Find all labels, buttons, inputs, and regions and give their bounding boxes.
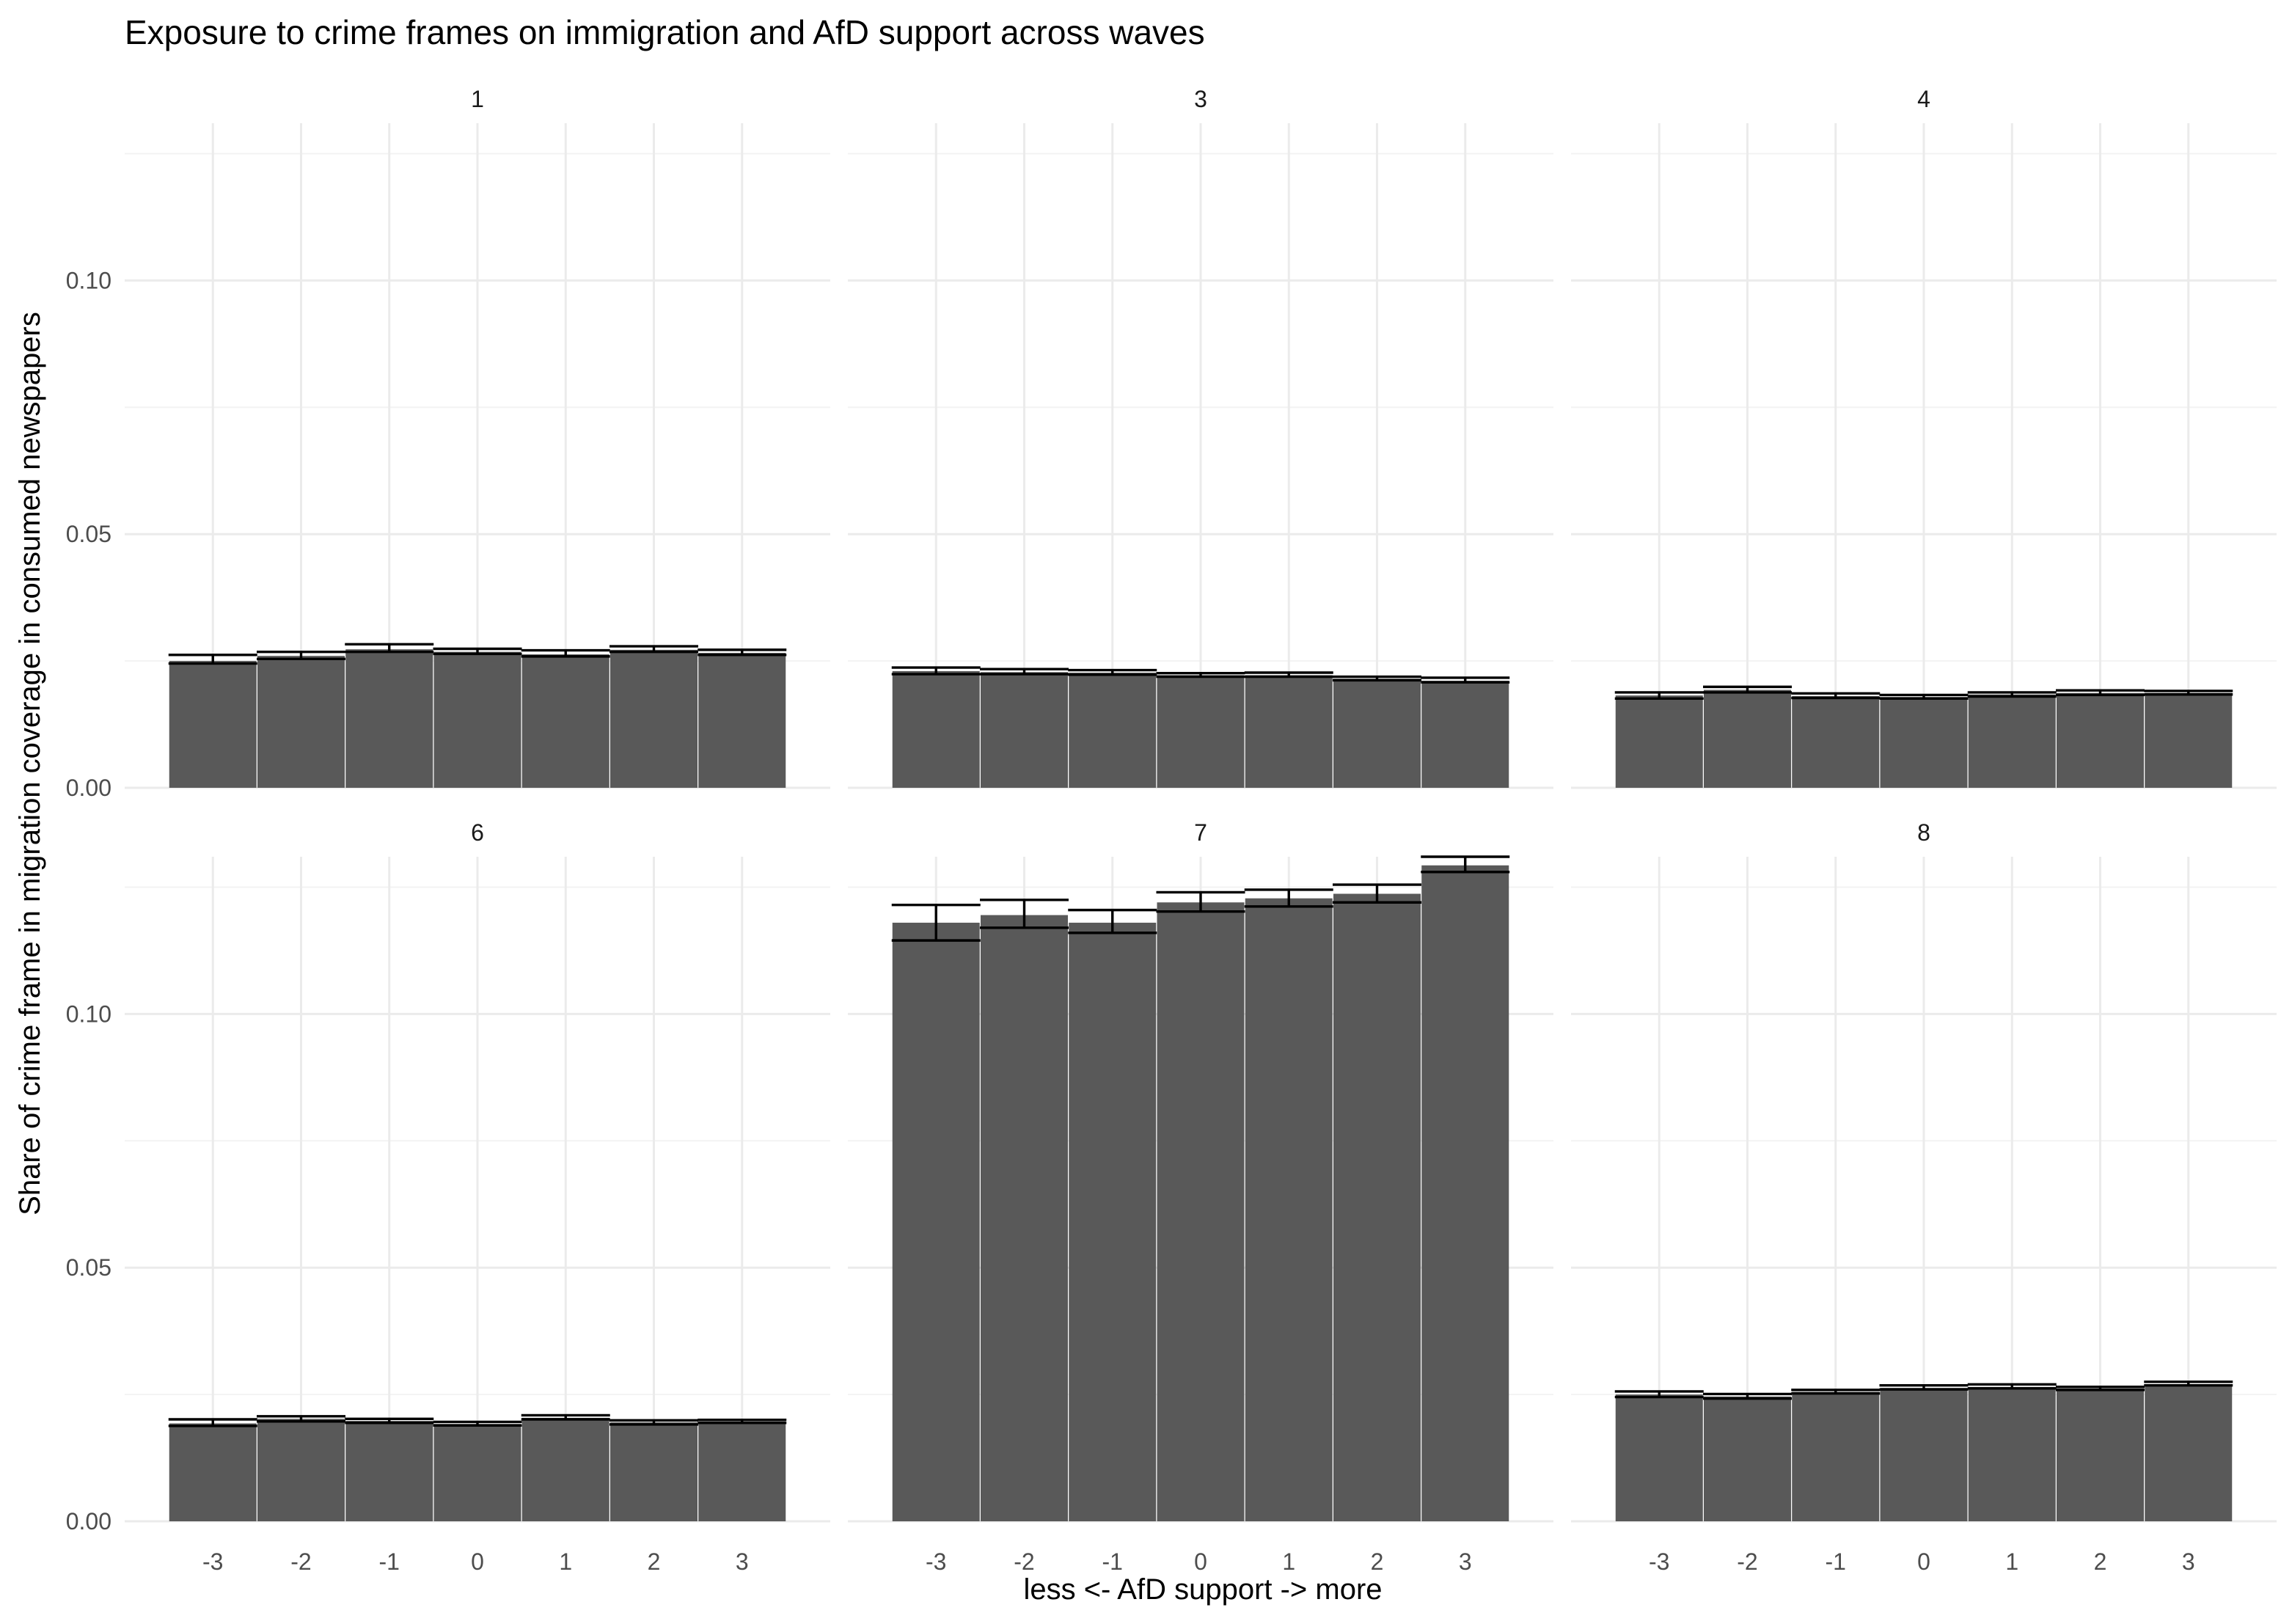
y-tick-label: 0.05 [66,1254,111,1281]
x-tick-label: -2 [1737,1548,1757,1575]
y-tick-label: 0.00 [66,775,111,801]
bar [1333,893,1421,1521]
y-tick-label: 0.05 [66,521,111,547]
y-tick-label: 0.00 [66,1508,111,1535]
bar [610,649,698,788]
bar [1421,865,1509,1521]
bar [1615,695,1703,788]
bar [521,654,609,788]
bar [698,1421,786,1521]
bar [1704,690,1791,788]
x-tick-label: 2 [2094,1548,2107,1575]
x-tick-label: -2 [290,1548,311,1575]
y-tick-label: 0.10 [66,1001,111,1027]
bar [345,1421,433,1521]
bar [1333,679,1421,788]
bar [2145,1384,2233,1521]
bar [1704,1396,1791,1521]
x-tick-label: -1 [1826,1548,1846,1575]
chart-title: Exposure to crime frames on immigration … [125,13,1205,51]
x-tick-label: 1 [1282,1548,1295,1575]
facet-strip-label: 1 [471,86,484,112]
bar [257,1419,345,1521]
bar [1880,1388,1968,1521]
x-tick-label: 0 [1194,1548,1207,1575]
bar [169,661,257,788]
bar [521,1417,609,1521]
bar [1157,902,1245,1521]
bar [892,670,980,788]
bar [433,651,521,788]
bar [698,653,786,788]
x-tick-label: 2 [1371,1548,1384,1575]
bar [169,1423,257,1521]
bar [1968,694,2056,788]
bar [1421,681,1509,788]
facet-strip-label: 3 [1194,86,1207,112]
bar [1069,673,1157,788]
bar [1245,898,1333,1521]
bar [1792,695,1880,788]
x-tick-label: -3 [202,1548,223,1575]
bar [2057,692,2144,788]
bar [981,672,1068,788]
bar [892,922,980,1521]
bar [1245,675,1333,788]
bar [1157,675,1245,788]
facet-strip-label: 7 [1194,819,1207,846]
x-tick-label: 1 [559,1548,572,1575]
x-tick-label: -1 [1102,1548,1123,1575]
x-tick-label: -1 [379,1548,400,1575]
facet-strip-label: 8 [1917,819,1930,846]
x-tick-label: 1 [2005,1548,2018,1575]
bar [1880,697,1968,788]
bar [345,649,433,788]
bar [257,656,345,788]
facet-strip-label: 6 [471,819,484,846]
x-tick-label: 3 [736,1548,749,1575]
x-tick-label: -3 [926,1548,946,1575]
bar [2145,692,2233,788]
x-tick-label: 2 [648,1548,661,1575]
x-tick-label: 0 [1917,1548,1930,1575]
x-axis-title: less <- AfD support -> more [1023,1573,1382,1606]
x-tick-label: -2 [1014,1548,1034,1575]
facet-strip-label: 4 [1917,86,1930,112]
facet-panels: 1 0.00 0.05 0.10 3 4 6 0.00 0.05 0.10 -3 -2 -1 0 1 2 3 7 -… [66,86,2277,1575]
x-tick-label: 0 [471,1548,484,1575]
bar [1792,1391,1880,1521]
bar [1069,922,1157,1521]
x-tick-label: 3 [1459,1548,1472,1575]
bar [433,1424,521,1521]
x-tick-label: 3 [2182,1548,2195,1575]
y-axis-title: Share of crime frame in migration covera… [14,312,46,1215]
bar [610,1422,698,1521]
bar [1968,1386,2056,1521]
y-tick-label: 0.10 [66,267,111,293]
bar [2057,1388,2144,1521]
x-tick-label: -3 [1649,1548,1669,1575]
bar [1615,1394,1703,1521]
bar [981,915,1068,1521]
